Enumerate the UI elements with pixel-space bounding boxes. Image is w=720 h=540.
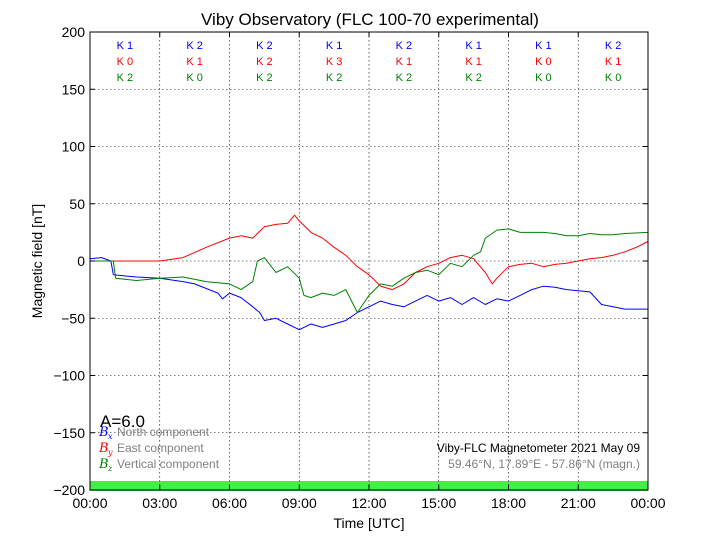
y-tick-label: 200 [62, 24, 86, 40]
legend-symbol: B [98, 457, 109, 472]
k-index-value: K 2 [256, 40, 273, 52]
k-index-value: K 1 [605, 56, 622, 68]
x-tick-label: 03:00 [142, 495, 177, 511]
a-index-value: A=6.0 [100, 412, 145, 431]
x-tick-label: 15:00 [421, 495, 456, 511]
y-tick-label: −50 [61, 310, 85, 326]
y-tick-label: −150 [53, 425, 85, 441]
x-tick-label: 00:00 [630, 495, 665, 511]
k-index-value: K 2 [326, 72, 343, 84]
k-index-value: K 2 [117, 72, 134, 84]
x-tick-label: 09:00 [282, 495, 317, 511]
k-index-value: K 1 [465, 56, 482, 68]
legend-label: East component [117, 441, 204, 455]
x-axis-label: Time [UTC] [333, 515, 404, 531]
k-index-value: K 1 [117, 40, 134, 52]
y-tick-label: 150 [62, 81, 86, 97]
k-index-value: K 1 [186, 56, 203, 68]
k-index-value: K 0 [605, 72, 622, 84]
k-index-value: K 2 [396, 40, 413, 52]
k-index-value: K 3 [326, 56, 343, 68]
legend-subscript: y [107, 448, 113, 457]
y-tick-label: 100 [62, 139, 86, 155]
k-index-value: K 2 [256, 72, 273, 84]
legend-label: Vertical component [117, 457, 220, 471]
k-index-value: K 2 [256, 56, 273, 68]
legend-symbol: B [98, 441, 109, 456]
y-tick-label: 50 [69, 196, 85, 212]
chart-title: Viby Observatory (FLC 100-70 experimenta… [201, 10, 539, 29]
k-index-value: K 1 [326, 40, 343, 52]
k-index-value: K 0 [117, 56, 134, 68]
legend-symbol: B [98, 425, 109, 440]
k-index-value: K 1 [535, 40, 552, 52]
y-tick-label: −100 [53, 368, 85, 384]
grid-lines [90, 32, 648, 490]
series-lines [89, 214, 649, 331]
x-tick-label: 18:00 [491, 495, 526, 511]
k-index-value: K 0 [186, 72, 203, 84]
legend-subscript: x [108, 432, 113, 441]
k-index-value: K 0 [535, 56, 552, 68]
series-line-y [90, 214, 649, 291]
axis-ticks: 00:00 03:00 06:00 09:00 12:00 15:00 18:00 21:00… [53, 24, 665, 511]
k-index-value: K 1 [396, 56, 413, 68]
series-line-z [90, 228, 649, 313]
legend-subscript: z [107, 464, 113, 473]
k-index-value: K 1 [465, 40, 482, 52]
k-index-table: K 1 K 2 K 2 K 1 K 2 K 1 K 1 K 2 K 0 K 1 K 2 K 3 K 1 K… [117, 40, 622, 84]
k-index-value: K 2 [465, 72, 482, 84]
y-axis-label: Magnetic field [nT] [29, 204, 45, 318]
legend-label: North component [117, 425, 210, 439]
x-tick-label: 12:00 [351, 495, 386, 511]
info-station-date: Viby-FLC Magnetometer 2021 May 09 [437, 441, 641, 455]
k-index-value: K 0 [535, 72, 552, 84]
k-index-value: K 2 [186, 40, 203, 52]
k-index-value: K 2 [396, 72, 413, 84]
y-tick-label: 0 [77, 253, 85, 269]
x-tick-label: 00:00 [72, 495, 107, 511]
info-coordinates: 59.46°N, 17.89°E - 57.86°N (magn.) [448, 457, 640, 471]
y-tick-label: −200 [53, 482, 85, 498]
k-index-value: K 2 [605, 40, 622, 52]
x-tick-label: 06:00 [212, 495, 247, 511]
x-tick-label: 21:00 [561, 495, 596, 511]
